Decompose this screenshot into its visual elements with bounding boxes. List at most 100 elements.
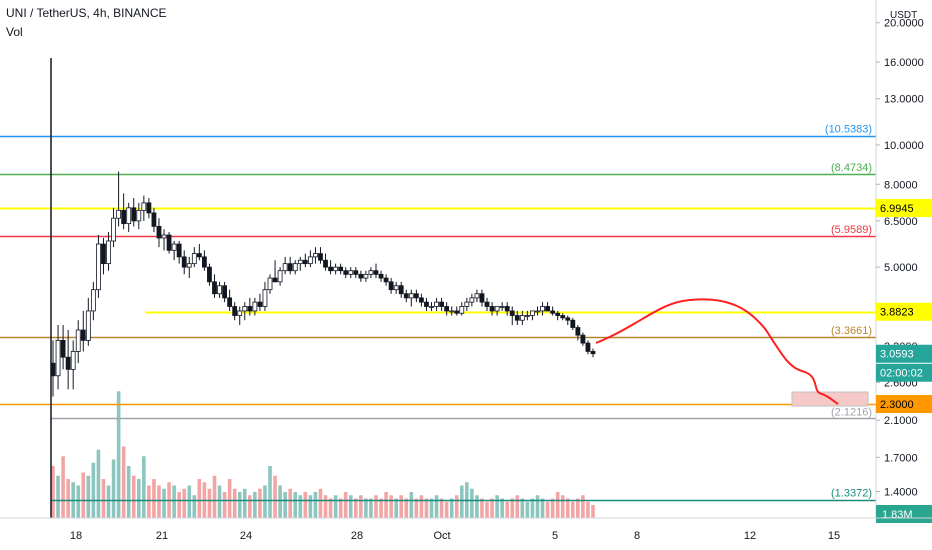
candle-body: [560, 315, 566, 319]
level-lines: [0, 135, 876, 502]
candle-body: [575, 327, 581, 336]
time-tick-label: 15: [828, 530, 840, 542]
candle-body: [60, 339, 66, 358]
countdown-tag: 02:00:02: [880, 368, 923, 380]
volume-bar: [308, 495, 313, 518]
volume-bar: [106, 485, 111, 518]
volume-bar: [323, 495, 328, 518]
candle-body: [373, 270, 379, 275]
volume-bar: [374, 495, 378, 518]
candle-body: [55, 339, 61, 377]
time-tick-label: 28: [351, 530, 363, 542]
volume-bar: [343, 492, 348, 518]
level-label: (5.9589): [831, 224, 872, 236]
volume-bar: [207, 488, 212, 518]
candle-body: [524, 315, 530, 317]
volume-bar: [177, 492, 181, 518]
candle-body: [247, 306, 253, 312]
candle-body: [80, 329, 86, 341]
price-tick-label: 5.0000: [884, 262, 918, 274]
volume-bar: [96, 449, 101, 518]
volume-bar: [389, 495, 393, 518]
volume-bar: [258, 488, 262, 518]
volume-bar: [364, 498, 368, 518]
price-tick-label: 20.0000: [884, 18, 924, 30]
level-price-tag-bg: [876, 198, 932, 217]
candle-body: [267, 277, 273, 291]
volume-bar: [182, 488, 187, 518]
volume-bar: [475, 495, 479, 518]
level-price-tag-bg: [876, 395, 932, 414]
candle-body: [358, 273, 364, 279]
candle-body: [469, 297, 475, 303]
candle-body: [363, 273, 369, 279]
volume-bar: [480, 498, 484, 518]
volume-bar: [197, 479, 202, 518]
candle-body: [121, 209, 127, 225]
volume-bar: [540, 498, 545, 518]
volume-bar: [505, 501, 510, 518]
volume-bar: [56, 475, 60, 518]
candle-body: [514, 315, 520, 321]
candle-body: [227, 297, 233, 307]
volume-bar: [500, 498, 504, 518]
candle-body: [282, 263, 288, 272]
volume-bar: [434, 495, 439, 518]
candle-body: [388, 281, 394, 291]
candle-body: [439, 301, 444, 307]
volume-bar: [470, 488, 474, 518]
time-tick-label: 21: [156, 530, 168, 542]
time-axis: 18 21 24 28 Oct 5 8 12 15: [70, 530, 840, 542]
volume-bar: [116, 391, 121, 518]
time-tick-label: 24: [240, 530, 252, 542]
candle-body: [323, 259, 328, 268]
volume-bar: [278, 485, 282, 518]
candle-body: [171, 243, 177, 251]
candle-body: [489, 306, 495, 312]
candle-body: [232, 306, 238, 316]
candle-body: [499, 306, 505, 308]
volume-bar: [237, 492, 242, 518]
volume-bar: [510, 498, 515, 518]
time-tick-label: 5: [552, 530, 558, 542]
volume-bar: [66, 479, 70, 518]
candle-body: [540, 306, 545, 312]
candle-body: [101, 243, 106, 265]
candle-body: [318, 253, 323, 261]
volume-bar: [419, 495, 424, 518]
candle-body: [237, 310, 243, 316]
candle-body: [277, 270, 283, 283]
time-tick-label: 8: [634, 530, 640, 542]
volume-bar: [581, 495, 585, 518]
volume-bar: [101, 479, 106, 518]
candle-body: [207, 266, 212, 283]
candle-body: [348, 270, 354, 275]
volume-bar: [333, 495, 338, 518]
price-tick-label: 13.0000: [884, 94, 924, 106]
volume-bar: [535, 495, 540, 518]
candle-body: [141, 202, 147, 211]
candle-body: [429, 306, 434, 308]
candle-body: [504, 306, 510, 312]
volume-bar: [586, 501, 590, 518]
volume-bar: [91, 462, 96, 518]
volume-bar: [328, 498, 333, 518]
candle-body: [146, 202, 152, 214]
candle-body: [398, 285, 404, 295]
volume-bar: [217, 485, 222, 518]
price-tick-label: 1.4000: [884, 487, 918, 499]
candle-body: [444, 306, 450, 312]
volume-bar: [379, 498, 383, 518]
volume-bar: [152, 479, 156, 518]
candle-body: [580, 334, 586, 344]
candle-body: [449, 310, 455, 313]
volume-bar: [338, 498, 343, 518]
volume-bar: [449, 498, 454, 518]
candle-body: [519, 315, 525, 321]
candle-body: [181, 256, 187, 268]
volume-bar: [232, 488, 237, 518]
level-label: (1.3372): [831, 488, 872, 500]
candle-body: [297, 259, 303, 265]
candle-body: [368, 270, 374, 275]
